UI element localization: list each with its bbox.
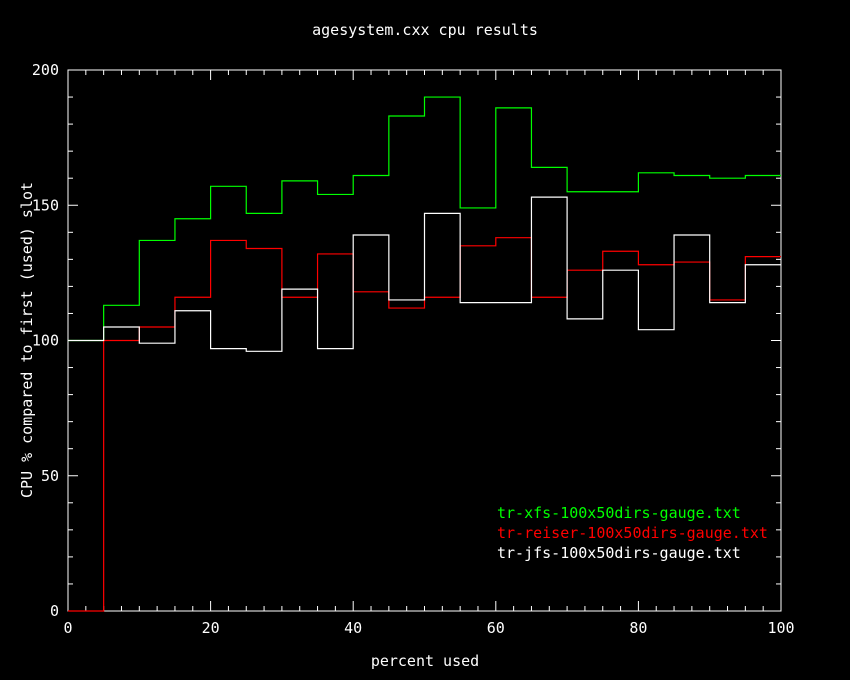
x-tick-label: 40 (344, 619, 362, 637)
legend-entry: tr-reiser-100x50dirs-gauge.txt (497, 524, 768, 542)
legend-entry: tr-jfs-100x50dirs-gauge.txt (497, 544, 741, 562)
series-line (68, 196, 781, 352)
y-tick-label: 100 (32, 332, 59, 350)
x-tick-label: 0 (63, 619, 72, 637)
chart-title: agesystem.cxx cpu results (312, 21, 538, 39)
x-tick-label: 20 (202, 619, 220, 637)
legend-entry: tr-xfs-100x50dirs-gauge.txt (497, 504, 741, 522)
y-tick-label: 150 (32, 196, 59, 214)
y-tick-label: 50 (41, 467, 59, 485)
x-tick-label: 100 (767, 619, 794, 637)
x-tick-label: 60 (487, 619, 505, 637)
x-axis-label: percent used (371, 652, 479, 670)
series-line (68, 237, 781, 612)
x-tick-label: 80 (629, 619, 647, 637)
y-tick-label: 0 (50, 602, 59, 620)
y-axis-label: CPU % compared to first (used) slot (18, 182, 36, 498)
y-tick-label: 200 (32, 61, 59, 79)
series-line (68, 96, 781, 342)
